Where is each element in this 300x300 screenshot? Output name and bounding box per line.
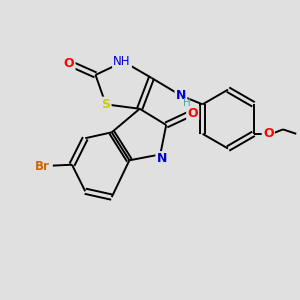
Text: S: S <box>101 98 110 111</box>
Text: H: H <box>183 98 191 108</box>
Text: N: N <box>157 152 167 165</box>
Text: N: N <box>176 89 186 102</box>
Text: Br: Br <box>35 160 50 173</box>
Text: O: O <box>188 107 198 120</box>
Text: O: O <box>64 57 74 70</box>
Text: O: O <box>263 127 274 140</box>
Text: NH: NH <box>113 55 131 68</box>
